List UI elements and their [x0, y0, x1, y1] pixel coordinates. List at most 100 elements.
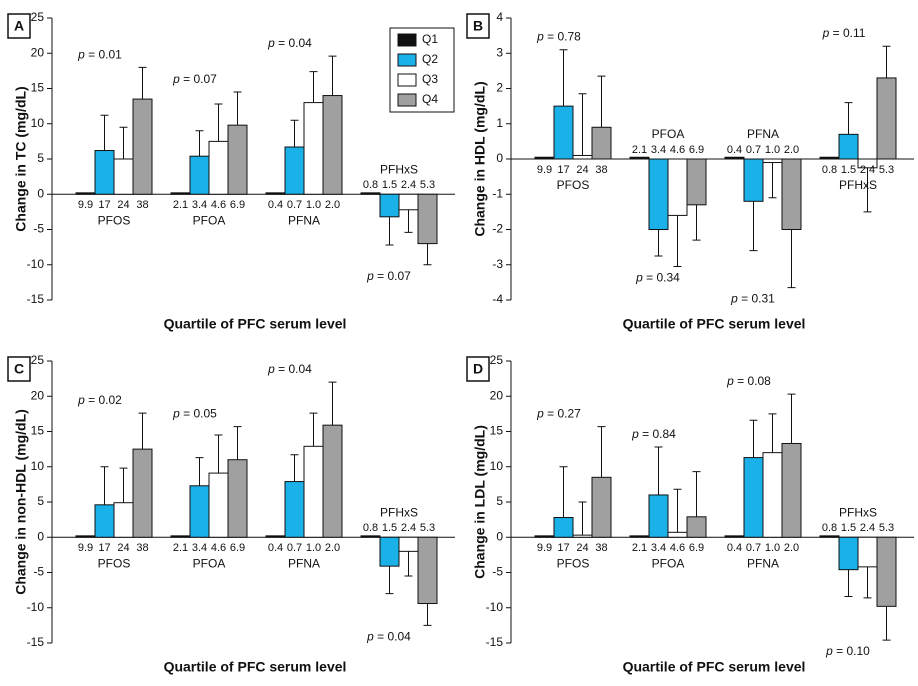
bar: [227, 459, 248, 538]
bar: [572, 534, 593, 538]
bar: [629, 156, 650, 160]
panel-box: [466, 356, 490, 382]
quartile-label: 0.8: [822, 522, 837, 534]
quartile-label: 5.3: [420, 179, 435, 191]
error-bar: [578, 93, 587, 156]
quartile-label: 0.4: [268, 199, 283, 211]
y-axis-label: Change in TC (mg/dL): [13, 86, 29, 231]
p-value: p = 0.01: [77, 48, 122, 62]
quartile-label: 38: [136, 199, 148, 211]
bar: [553, 105, 574, 160]
quartile-label: 0.7: [287, 199, 302, 211]
bar: [379, 193, 400, 218]
error-bar: [328, 381, 337, 426]
y-tick-label: -3: [492, 257, 503, 271]
error-bar: [385, 216, 394, 246]
bar: [284, 146, 305, 195]
p-value: p = 0.07: [172, 72, 217, 86]
error-bar: [328, 55, 337, 96]
error-bar: [404, 209, 413, 233]
bar: [208, 472, 229, 538]
p-value: p = 0.02: [77, 393, 122, 407]
error-bar: [692, 471, 701, 517]
quartile-label: 0.8: [822, 164, 837, 176]
y-tick-label: 5: [496, 494, 503, 508]
bar: [360, 535, 381, 538]
group-label: PFOA: [652, 556, 685, 570]
quartile-label: 0.7: [746, 144, 761, 156]
x-axis-label: Quartile of PFC serum level: [164, 659, 347, 675]
bar: [398, 193, 419, 211]
bar: [876, 77, 897, 160]
y-tick-label: -1: [492, 186, 503, 200]
bar: [303, 102, 324, 195]
error-bar: [882, 606, 891, 641]
quartile-label: 9.9: [78, 199, 93, 211]
group-label: PFOS: [557, 178, 590, 192]
error-bar: [768, 162, 777, 199]
y-tick-label: 25: [31, 10, 45, 24]
group-label: PFOS: [557, 556, 590, 570]
quartile-label: 2.0: [784, 542, 799, 554]
bar: [857, 536, 878, 568]
y-tick-label: 3: [496, 45, 503, 59]
legend-label: Q2: [422, 52, 438, 66]
bar: [189, 485, 210, 538]
quartile-label: 4.6: [211, 542, 226, 554]
panel-letter: D: [473, 361, 483, 377]
y-tick-label: -4: [492, 292, 503, 306]
y-tick-label: -2: [492, 222, 503, 236]
legend-swatch: [397, 33, 417, 47]
bar: [417, 193, 438, 245]
y-tick-label: -10: [27, 257, 45, 271]
y-tick-label: -15: [486, 635, 504, 649]
error-bar: [100, 466, 109, 505]
error-bar: [138, 412, 147, 450]
bar: [743, 457, 764, 538]
error-bar: [597, 426, 606, 478]
panel-letter: B: [473, 18, 483, 34]
error-bar: [119, 126, 128, 159]
quartile-label: 2.1: [632, 542, 647, 554]
bar: [322, 424, 343, 538]
quartile-label: 1.0: [765, 542, 780, 554]
bar: [819, 535, 840, 538]
error-bar: [768, 413, 777, 453]
p-value: p = 0.31: [730, 292, 775, 306]
quartile-label: 38: [136, 542, 148, 554]
y-tick-label: -5: [492, 565, 503, 579]
quartile-label: 2.0: [325, 199, 340, 211]
y-tick-label: 20: [490, 388, 504, 402]
y-tick-label: 10: [31, 116, 45, 130]
quartile-label: 6.9: [689, 542, 704, 554]
panel-letter: A: [14, 18, 24, 34]
error-bar: [119, 467, 128, 503]
legend-label: Q4: [422, 92, 438, 106]
group-label: PFOA: [652, 127, 685, 141]
bar: [762, 452, 783, 538]
y-tick-label: 2: [496, 81, 503, 95]
error-bar: [673, 488, 682, 533]
y-tick-label: -5: [33, 565, 44, 579]
quartile-label: 17: [557, 542, 569, 554]
error-bar: [100, 114, 109, 151]
quartile-label: 1.5: [382, 179, 397, 191]
y-tick-label: 25: [490, 353, 504, 367]
p-value: p = 0.11: [822, 26, 866, 40]
quartile-label: 4.6: [670, 144, 685, 156]
error-bar: [749, 419, 758, 458]
error-bar: [404, 551, 413, 577]
y-tick-label: -10: [486, 600, 504, 614]
group-label: PFOS: [98, 556, 131, 570]
p-value: p = 0.27: [536, 407, 581, 421]
bar: [591, 126, 612, 160]
quartile-label: 2.4: [401, 522, 416, 534]
y-axis-label: Change in LDL (mg/dL): [472, 425, 488, 579]
y-tick-label: -15: [27, 635, 45, 649]
quartile-label: 0.4: [727, 144, 742, 156]
quartile-label: 3.4: [192, 199, 207, 211]
error-bar: [195, 130, 204, 157]
p-value: p = 0.84: [631, 427, 676, 441]
bar: [819, 156, 840, 160]
